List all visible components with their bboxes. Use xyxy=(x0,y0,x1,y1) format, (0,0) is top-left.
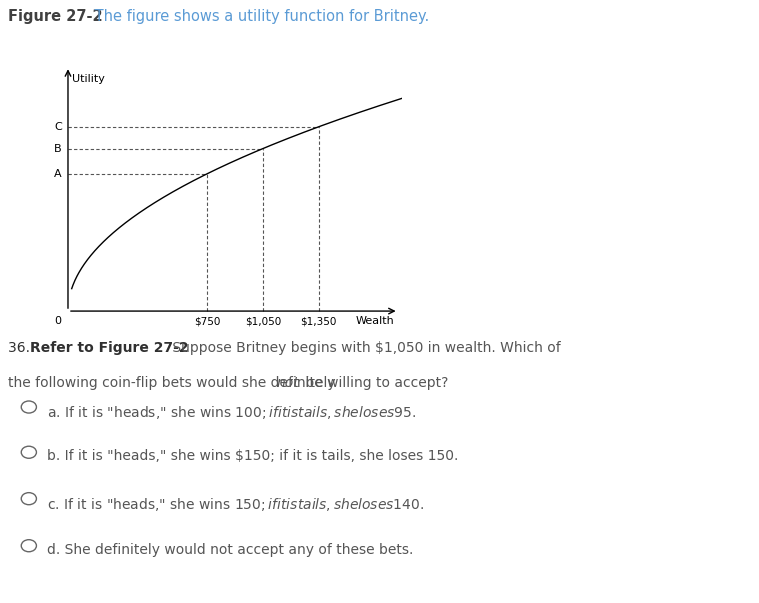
Text: B: B xyxy=(54,144,61,154)
Text: d. She definitely would not accept any of these bets.: d. She definitely would not accept any o… xyxy=(47,543,414,557)
Text: be willing to accept?: be willing to accept? xyxy=(301,376,448,390)
Text: b. If it is "heads," she wins $150; if it is tails, she loses 150.: b. If it is "heads," she wins $150; if i… xyxy=(47,449,458,463)
Text: the following coin-flip bets would she definitely: the following coin-flip bets would she d… xyxy=(8,376,339,390)
Text: A: A xyxy=(54,169,61,178)
Text: Suppose Britney begins with $1,050 in wealth. Which of: Suppose Britney begins with $1,050 in we… xyxy=(168,341,561,355)
Text: C: C xyxy=(54,122,61,132)
Text: Figure 27-2: Figure 27-2 xyxy=(8,9,102,24)
Text: not: not xyxy=(276,376,299,390)
Text: $1,350: $1,350 xyxy=(301,317,337,326)
Text: Wealth: Wealth xyxy=(356,317,395,326)
Text: Refer to Figure 27-2: Refer to Figure 27-2 xyxy=(30,341,189,355)
Text: The figure shows a utility function for Britney.: The figure shows a utility function for … xyxy=(90,9,429,24)
Text: Utility: Utility xyxy=(71,74,105,84)
Text: 36.: 36. xyxy=(8,341,34,355)
Text: $750: $750 xyxy=(194,317,220,326)
Text: $1,050: $1,050 xyxy=(245,317,281,326)
Text: c. If it is "heads," she wins $150; if it is tails, she loses $140.: c. If it is "heads," she wins $150; if i… xyxy=(47,496,424,513)
Text: a. If it is "heads," she wins $100; if it is tails, she loses $95.: a. If it is "heads," she wins $100; if i… xyxy=(47,404,417,421)
Text: 0: 0 xyxy=(55,317,61,326)
